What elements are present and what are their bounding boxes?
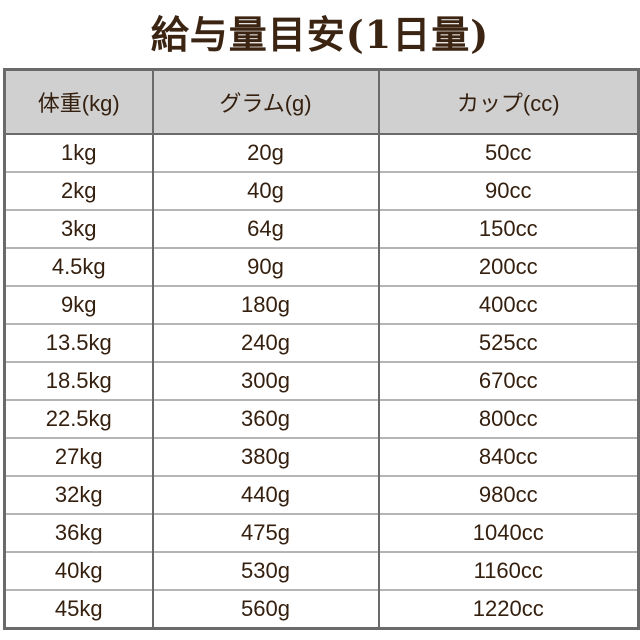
cell-cups: 200cc <box>377 247 640 286</box>
cell-grams: 475g <box>151 513 380 552</box>
cell-weight: 27kg <box>3 437 154 476</box>
table-row: 4.5kg 90g 200cc <box>3 247 640 286</box>
feeding-table: 体重(kg) グラム(g) カップ(cc) 1kg 20g 50cc 2kg 40g 90… <box>3 68 640 630</box>
cell-weight: 40kg <box>3 551 154 590</box>
cell-grams: 530g <box>151 551 380 590</box>
cell-cups: 50cc <box>377 134 640 172</box>
cell-cups: 1040cc <box>377 513 640 552</box>
cell-grams: 180g <box>151 285 380 324</box>
cell-weight: 32kg <box>3 475 154 514</box>
table-row: 27kg 380g 840cc <box>3 437 640 476</box>
table-row: 1kg 20g 50cc <box>3 134 640 172</box>
cell-weight: 45kg <box>3 589 154 629</box>
header-cups: カップ(cc) <box>377 69 640 135</box>
cell-cups: 400cc <box>377 285 640 324</box>
cell-grams: 64g <box>151 209 380 248</box>
cell-cups: 670cc <box>377 361 640 400</box>
header-weight: 体重(kg) <box>3 69 154 135</box>
table-row: 40kg 530g 1160cc <box>3 551 640 590</box>
table-row: 32kg 440g 980cc <box>3 475 640 514</box>
cell-weight: 18.5kg <box>3 361 154 400</box>
cell-grams: 40g <box>151 171 380 210</box>
table-row: 36kg 475g 1040cc <box>3 513 640 552</box>
cell-cups: 980cc <box>377 475 640 514</box>
cell-grams: 380g <box>151 437 380 476</box>
cell-grams: 440g <box>151 475 380 514</box>
cell-weight: 22.5kg <box>3 399 154 438</box>
cell-grams: 560g <box>151 589 380 629</box>
cell-weight: 3kg <box>3 209 154 248</box>
cell-cups: 1220cc <box>377 589 640 629</box>
cell-weight: 2kg <box>3 171 154 210</box>
cell-cups: 525cc <box>377 323 640 362</box>
table-row: 22.5kg 360g 800cc <box>3 399 640 438</box>
table-row: 9kg 180g 400cc <box>3 285 640 324</box>
table-row: 3kg 64g 150cc <box>3 209 640 248</box>
page-title: 給与量目安(1日量) <box>150 12 490 57</box>
cell-cups: 840cc <box>377 437 640 476</box>
cell-weight: 36kg <box>3 513 154 552</box>
cell-grams: 360g <box>151 399 380 438</box>
cell-cups: 1160cc <box>377 551 640 590</box>
cell-cups: 90cc <box>377 171 640 210</box>
cell-grams: 90g <box>151 247 380 286</box>
cell-grams: 240g <box>151 323 380 362</box>
header-grams: グラム(g) <box>151 69 380 135</box>
cell-weight: 1kg <box>3 134 154 172</box>
cell-cups: 800cc <box>377 399 640 438</box>
cell-cups: 150cc <box>377 209 640 248</box>
table-row: 18.5kg 300g 670cc <box>3 361 640 400</box>
cell-grams: 20g <box>151 134 380 172</box>
table-row: 45kg 560g 1220cc <box>3 589 640 629</box>
header-row: 体重(kg) グラム(g) カップ(cc) <box>3 69 640 135</box>
cell-weight: 9kg <box>3 285 154 324</box>
cell-weight: 13.5kg <box>3 323 154 362</box>
cell-grams: 300g <box>151 361 380 400</box>
table-row: 2kg 40g 90cc <box>3 171 640 210</box>
table-row: 13.5kg 240g 525cc <box>3 323 640 362</box>
cell-weight: 4.5kg <box>3 247 154 286</box>
